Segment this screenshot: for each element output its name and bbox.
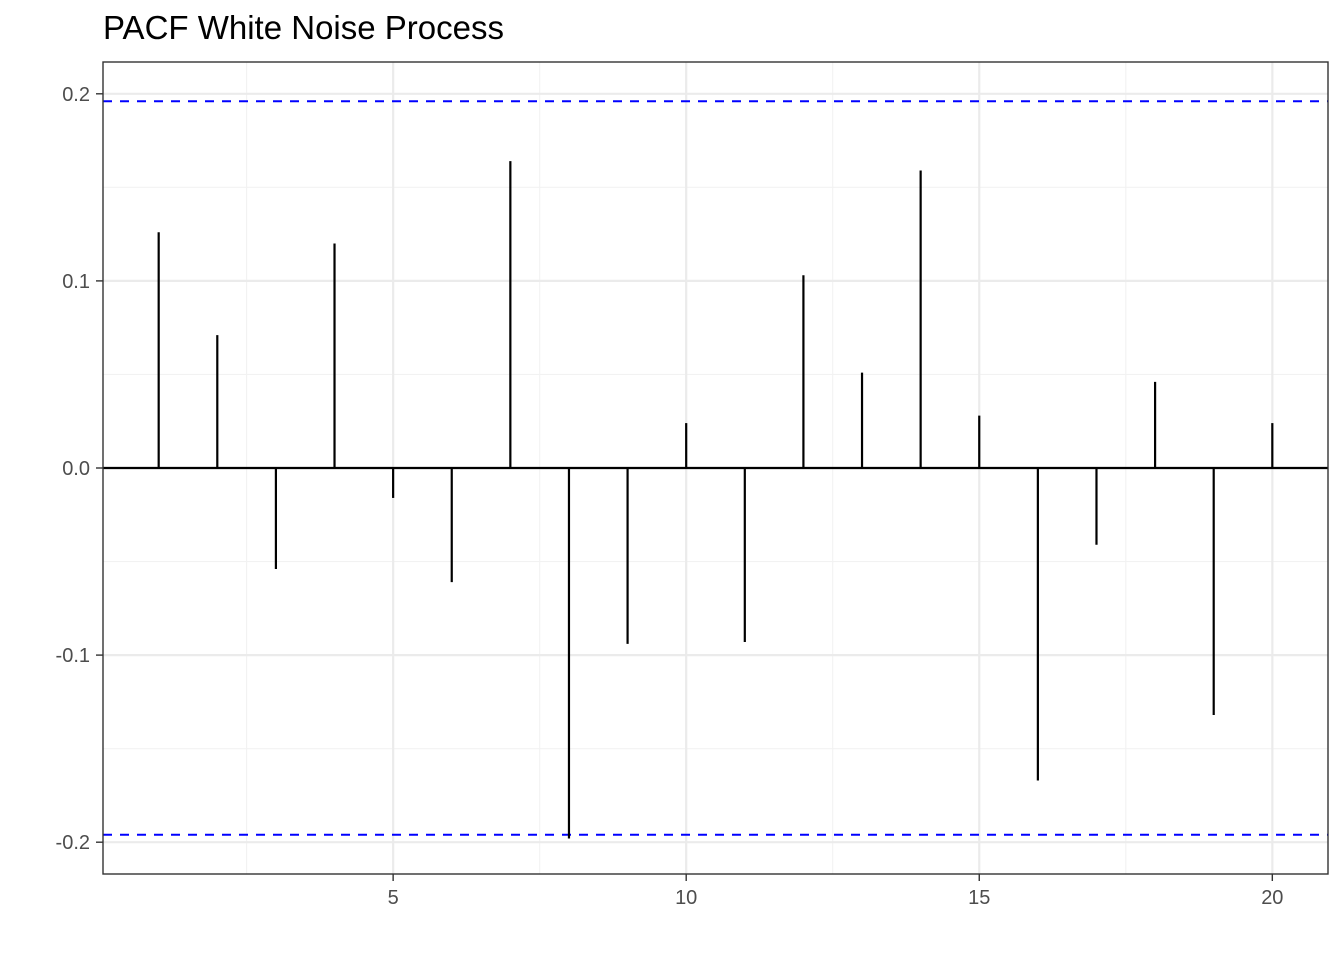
y-tick-label: -0.1 <box>56 645 90 667</box>
y-tick-label: 0.2 <box>62 84 90 106</box>
x-tick-label: 5 <box>388 887 399 909</box>
y-tick-label: 0.0 <box>62 458 90 480</box>
x-tick-label: 15 <box>968 887 990 909</box>
x-tick-label: 20 <box>1261 887 1283 909</box>
chart-title: PACF White Noise Process <box>103 9 504 46</box>
x-tick-label: 10 <box>675 887 697 909</box>
pacf-bars <box>157 161 1274 839</box>
axes: -0.2 -0.1 0.0 0.1 0.2 5 10 15 20 <box>56 84 1284 909</box>
reference-lines <box>103 100 1328 836</box>
y-tick-label: 0.1 <box>62 271 90 293</box>
y-tick-label: -0.2 <box>56 832 90 854</box>
